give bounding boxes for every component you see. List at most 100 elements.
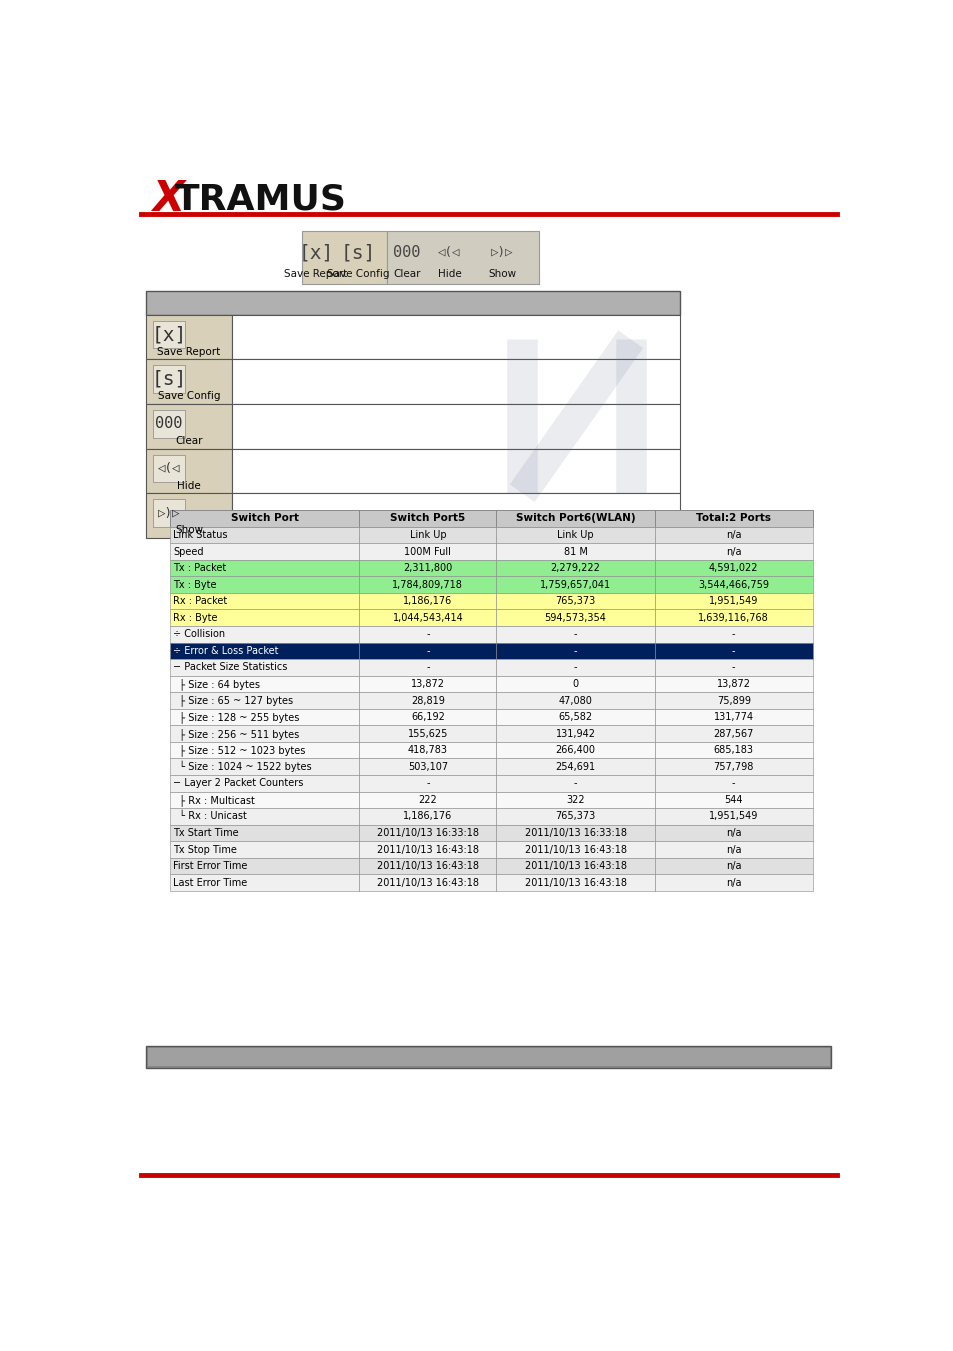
Text: [x]: [x] — [152, 326, 186, 345]
Bar — [496, 676, 654, 692]
Bar — [146, 315, 232, 359]
Text: 266,400: 266,400 — [555, 746, 595, 755]
Text: Show: Show — [174, 526, 203, 535]
Text: Total:2 Ports: Total:2 Ports — [696, 513, 770, 523]
Bar — [170, 858, 359, 874]
Text: − Packet Size Statistics: − Packet Size Statistics — [173, 662, 288, 673]
Bar — [146, 404, 232, 449]
Text: ◁(◁: ◁(◁ — [437, 246, 460, 259]
Bar — [359, 593, 496, 609]
Bar — [170, 842, 359, 858]
Text: 254,691: 254,691 — [555, 762, 595, 771]
Text: Link Up: Link Up — [557, 530, 593, 540]
Bar — [654, 842, 812, 858]
Bar — [496, 725, 654, 742]
Bar — [387, 231, 537, 284]
Bar — [359, 559, 496, 577]
Text: Save Config: Save Config — [157, 392, 220, 401]
Bar — [170, 609, 359, 626]
Text: 0: 0 — [572, 680, 578, 689]
Bar — [232, 493, 679, 538]
Text: 418,783: 418,783 — [408, 746, 447, 755]
Text: 2011/10/13 16:43:18: 2011/10/13 16:43:18 — [376, 844, 478, 855]
Text: [s]: [s] — [340, 243, 375, 262]
Bar — [654, 874, 812, 890]
Bar — [654, 758, 812, 775]
Text: ├ Size : 64 bytes: ├ Size : 64 bytes — [173, 678, 260, 690]
Bar — [654, 709, 812, 725]
Bar — [359, 577, 496, 593]
Text: 1,186,176: 1,186,176 — [403, 812, 452, 821]
Bar — [170, 643, 359, 659]
Text: ├ Rx : Multicast: ├ Rx : Multicast — [173, 794, 255, 805]
Text: 66,192: 66,192 — [411, 712, 444, 721]
Bar — [302, 231, 387, 284]
Text: 1,951,549: 1,951,549 — [708, 812, 758, 821]
Text: n/a: n/a — [725, 861, 740, 871]
Text: 13,872: 13,872 — [411, 680, 444, 689]
Text: 2,311,800: 2,311,800 — [403, 563, 452, 573]
Bar — [496, 709, 654, 725]
Text: 000: 000 — [155, 416, 182, 431]
Text: Tx : Packet: Tx : Packet — [173, 563, 227, 573]
Text: Clear: Clear — [393, 269, 420, 278]
Bar — [232, 359, 679, 404]
Bar — [170, 725, 359, 742]
Text: 2,279,222: 2,279,222 — [550, 563, 599, 573]
Text: Save Config: Save Config — [326, 269, 389, 278]
Bar — [152, 500, 185, 527]
Text: 594,573,354: 594,573,354 — [544, 613, 606, 623]
Bar — [170, 543, 359, 559]
Text: 2011/10/13 16:43:18: 2011/10/13 16:43:18 — [376, 878, 478, 888]
Bar — [146, 493, 232, 538]
Text: 4,591,022: 4,591,022 — [708, 563, 758, 573]
Bar — [654, 742, 812, 758]
Bar — [496, 511, 654, 527]
Text: 685,183: 685,183 — [713, 746, 753, 755]
Bar — [359, 543, 496, 559]
Bar — [654, 792, 812, 808]
Text: -: - — [573, 646, 577, 655]
Bar — [359, 511, 496, 527]
Text: 000: 000 — [393, 246, 420, 261]
Bar — [170, 626, 359, 643]
Text: -: - — [731, 778, 735, 789]
Text: -: - — [731, 646, 735, 655]
Bar — [654, 577, 812, 593]
Text: [x]: [x] — [298, 243, 334, 262]
Text: 1,186,176: 1,186,176 — [403, 596, 452, 607]
Bar — [496, 593, 654, 609]
Bar — [232, 404, 679, 449]
Bar — [170, 874, 359, 890]
Text: ÷ Collision: ÷ Collision — [173, 630, 226, 639]
Text: Switch Port6(WLAN): Switch Port6(WLAN) — [516, 513, 635, 523]
Text: Clear: Clear — [175, 436, 203, 446]
Text: 28,819: 28,819 — [411, 696, 444, 705]
Text: 322: 322 — [566, 794, 584, 805]
Bar — [148, 1047, 829, 1066]
Bar — [496, 742, 654, 758]
Text: Link Status: Link Status — [173, 530, 228, 540]
Text: ÷ Error & Loss Packet: ÷ Error & Loss Packet — [173, 646, 278, 655]
Bar — [170, 511, 359, 527]
Text: 81 M: 81 M — [563, 547, 587, 557]
Text: 287,567: 287,567 — [713, 728, 753, 739]
Bar — [170, 577, 359, 593]
Text: 2011/10/13 16:33:18: 2011/10/13 16:33:18 — [376, 828, 478, 838]
Text: 155,625: 155,625 — [407, 728, 448, 739]
Bar — [359, 527, 496, 543]
Bar — [496, 577, 654, 593]
Text: -: - — [731, 630, 735, 639]
Text: [s]: [s] — [152, 370, 186, 389]
Text: 757,798: 757,798 — [713, 762, 753, 771]
Bar — [496, 543, 654, 559]
Bar — [170, 824, 359, 842]
Text: -: - — [426, 662, 429, 673]
Text: 544: 544 — [723, 794, 742, 805]
Text: Tx : Byte: Tx : Byte — [173, 580, 216, 589]
Text: 2011/10/13 16:33:18: 2011/10/13 16:33:18 — [524, 828, 626, 838]
Bar — [496, 792, 654, 808]
Text: − Layer 2 Packet Counters: − Layer 2 Packet Counters — [173, 778, 304, 789]
Text: Speed: Speed — [173, 547, 204, 557]
Text: Tx Start Time: Tx Start Time — [173, 828, 239, 838]
